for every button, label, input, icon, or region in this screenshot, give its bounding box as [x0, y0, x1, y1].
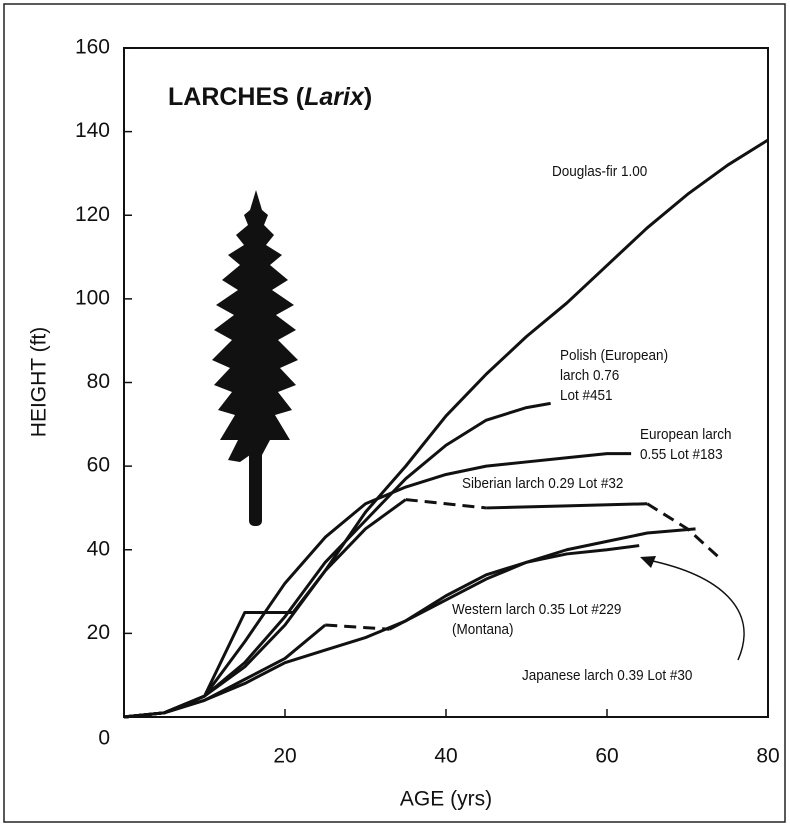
series-label: Western larch 0.35 Lot #229 (Montana) — [452, 601, 622, 638]
series-line — [123, 498, 407, 719]
x-tick-label: 40 — [434, 745, 457, 768]
title-part: Larix — [304, 83, 365, 111]
y-tick-label: 160 — [75, 36, 110, 59]
y-tick-label: 140 — [75, 119, 110, 142]
annotation-arrow — [647, 559, 745, 661]
arrow-head — [640, 556, 656, 568]
series-label: Siberian larch 0.29 Lot #32 — [462, 475, 624, 492]
chart-title: LARCHES (Larix) — [168, 83, 372, 111]
series-line — [388, 527, 696, 631]
y-tick-label: 100 — [75, 286, 110, 309]
series-line — [123, 452, 632, 719]
series-label: Japanese larch 0.39 Lot #30 — [522, 667, 693, 684]
tree-icon — [212, 190, 298, 526]
title-part: LARCHES ( — [168, 83, 305, 111]
x-tick-label: 80 — [756, 745, 779, 768]
series-line — [486, 502, 648, 510]
y-tick-label: 60 — [87, 454, 110, 477]
y-tick-label: 120 — [75, 203, 110, 226]
x-axis-label: AGE (yrs) — [400, 788, 492, 811]
x-tick-label: 60 — [595, 745, 618, 768]
series-line — [325, 623, 390, 631]
frame — [3, 3, 786, 823]
y-tick-label: 0 — [98, 727, 110, 750]
y-tick-label: 20 — [87, 621, 110, 644]
series-label: European larch 0.55 Lot #183 — [640, 426, 732, 463]
series-label: Douglas-fir 1.00 — [552, 163, 648, 180]
y-axis-label: HEIGHT (ft) — [28, 327, 51, 437]
series-label: Polish (European) larch 0.76 Lot #451 — [560, 347, 669, 404]
x-tick-label: 20 — [273, 745, 296, 768]
series-line — [123, 138, 769, 719]
series-line — [123, 544, 640, 719]
y-tick-label: 80 — [87, 370, 110, 393]
y-tick-label: 40 — [87, 537, 110, 560]
title-part: ) — [364, 83, 372, 111]
series-line — [405, 498, 487, 510]
